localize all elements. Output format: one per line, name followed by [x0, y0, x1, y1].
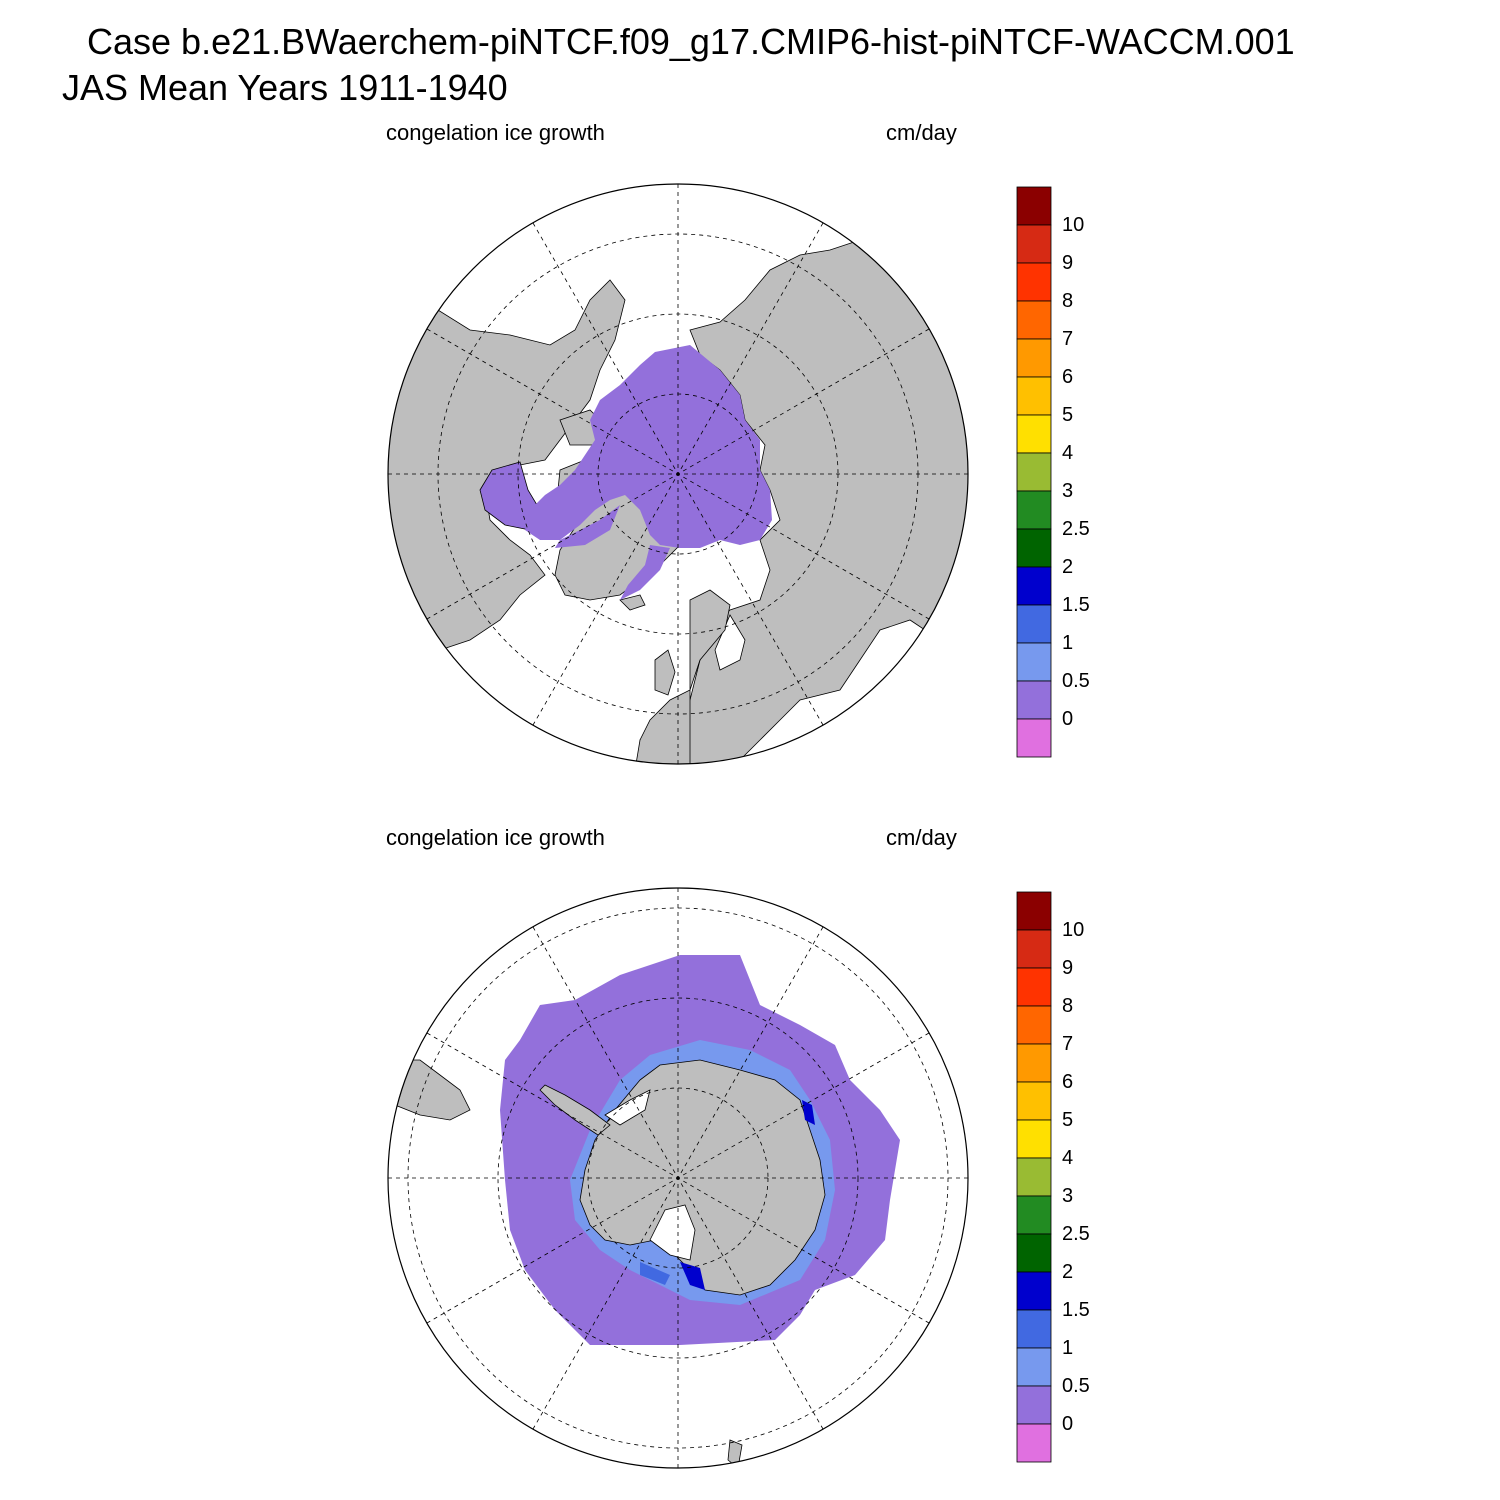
north-sea-ice-greenland	[620, 545, 670, 600]
south-colorbar	[1016, 891, 1052, 1463]
north-land-iceland	[619, 594, 646, 611]
south-colorbar-label: 1.5	[1062, 1299, 1090, 1321]
south-colorbar-label: 2.5	[1062, 1223, 1090, 1245]
south-ice-high-growth-3	[640, 1262, 670, 1285]
north-land-europe	[634, 589, 731, 764]
south-colorbar-label: 1	[1062, 1337, 1074, 1359]
north-sea-ice-arctic	[525, 345, 772, 548]
figure-title-line-2: JAS Mean Years 1911-1940	[62, 67, 508, 108]
south-ice-high-growth-1	[680, 1262, 705, 1290]
south-colorbar-label: 0	[1062, 1413, 1074, 1435]
south-colorbar-swatch	[1016, 1157, 1052, 1197]
north-land-british-isles	[654, 649, 676, 696]
south-colorbar-swatch	[1016, 929, 1052, 969]
north-colorbar-label: 6	[1062, 366, 1074, 388]
south-colorbar-swatch	[1016, 1309, 1052, 1349]
south-colorbar-label: 6	[1062, 1071, 1074, 1093]
north-colorbar-label: 5	[1062, 404, 1074, 426]
south-colorbar-label: 8	[1062, 995, 1074, 1017]
south-colorbar-label: 2	[1062, 1261, 1074, 1283]
north-colorbar-swatch	[1016, 376, 1052, 416]
south-colorbar-swatch	[1016, 1005, 1052, 1045]
south-ice-high-growth-2	[802, 1100, 815, 1125]
south-ross-ice-shelf	[649, 1204, 696, 1261]
south-colorbar-label: 7	[1062, 1033, 1074, 1055]
north-colorbar-swatch	[1016, 338, 1052, 378]
north-colorbar-swatch	[1016, 300, 1052, 340]
north-panel-variable-label: congelation ice growth	[386, 120, 605, 145]
south-map-border	[387, 887, 969, 1469]
south-colorbar-label: 10	[1062, 919, 1085, 941]
north-colorbar-swatch	[1016, 642, 1052, 682]
north-colorbar-swatch	[1016, 604, 1052, 644]
north-colorbar-swatch	[1016, 718, 1052, 758]
north-colorbar	[1016, 186, 1052, 758]
south-colorbar-label: 0.5	[1062, 1375, 1090, 1397]
north-map-border	[387, 183, 969, 765]
north-colorbar-label: 10	[1062, 214, 1085, 236]
south-weddell-ice-shelf	[604, 1089, 651, 1126]
south-colorbar-swatch	[1016, 1081, 1052, 1121]
north-colorbar-swatch	[1016, 566, 1052, 606]
south-meridian-grid	[388, 888, 968, 1468]
north-colorbar-label: 0	[1062, 708, 1074, 730]
north-colorbar-swatch	[1016, 490, 1052, 530]
north-panel-units-label: cm/day	[886, 120, 957, 145]
south-colorbar-swatch	[1016, 891, 1052, 931]
north-colorbar-label: 7	[1062, 328, 1074, 350]
north-colorbar-label: 0.5	[1062, 670, 1090, 692]
north-meridian-grid	[388, 184, 968, 764]
south-colorbar-swatch	[1016, 1233, 1052, 1273]
north-colorbar-swatch	[1016, 452, 1052, 492]
north-colorbar-label: 2	[1062, 556, 1074, 578]
south-colorbar-label: 9	[1062, 957, 1074, 979]
north-colorbar-label: 9	[1062, 252, 1074, 274]
north-colorbar-swatch	[1016, 528, 1052, 568]
south-colorbar-swatch	[1016, 1271, 1052, 1311]
south-colorbar-label: 4	[1062, 1147, 1074, 1169]
north-sea-baltic	[714, 614, 746, 671]
south-colorbar-label: 3	[1062, 1185, 1074, 1207]
south-colorbar-swatch	[1016, 1043, 1052, 1083]
south-colorbar-swatch	[1016, 1347, 1052, 1387]
north-colorbar-label: 1.5	[1062, 594, 1090, 616]
north-colorbar-swatch	[1016, 414, 1052, 454]
south-colorbar-swatch	[1016, 1423, 1052, 1463]
south-colorbar-swatch	[1016, 1119, 1052, 1159]
south-colorbar-swatch	[1016, 967, 1052, 1007]
south-colorbar-swatch	[1016, 1385, 1052, 1425]
north-land-america	[388, 279, 626, 661]
north-colorbar-swatch	[1016, 262, 1052, 302]
north-colorbar-swatch	[1016, 186, 1052, 226]
north-colorbar-label: 1	[1062, 632, 1074, 654]
north-colorbar-label: 4	[1062, 442, 1074, 464]
north-colorbar-label: 3	[1062, 480, 1074, 502]
south-land-new-zealand	[727, 1439, 743, 1468]
north-colorbar-label: 2.5	[1062, 518, 1090, 540]
south-panel-variable-label: congelation ice growth	[386, 825, 605, 850]
south-land-antarctica	[579, 1059, 826, 1296]
north-colorbar-label: 8	[1062, 290, 1074, 312]
south-colorbar-label: 5	[1062, 1109, 1074, 1131]
south-polar-map	[387, 887, 969, 1469]
north-colorbar-swatch	[1016, 680, 1052, 720]
north-colorbar-swatch	[1016, 224, 1052, 264]
north-polar-map	[387, 183, 969, 765]
south-colorbar-swatch	[1016, 1195, 1052, 1235]
south-panel-units-label: cm/day	[886, 825, 957, 850]
figure-title-line-1: Case b.e21.BWaerchem-piNTCF.f09_g17.CMIP…	[87, 21, 1295, 62]
